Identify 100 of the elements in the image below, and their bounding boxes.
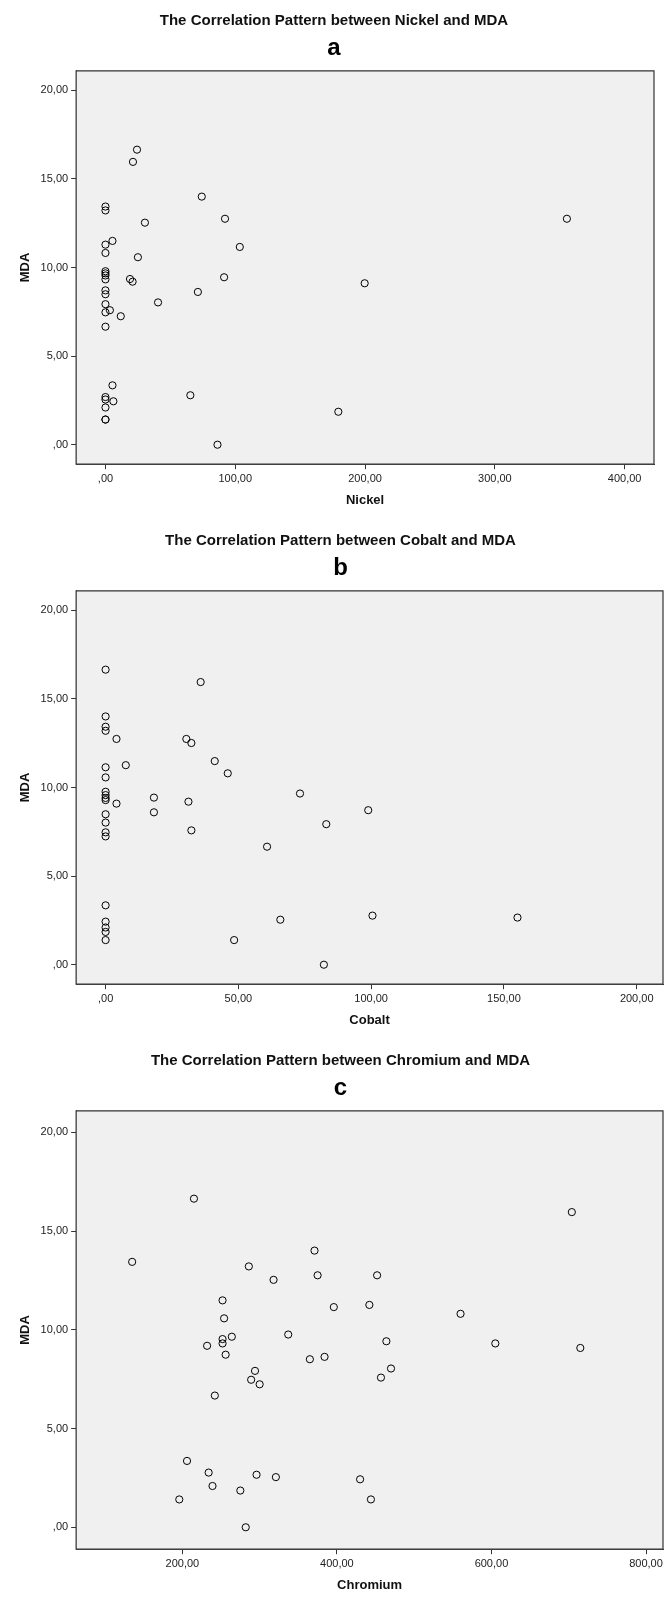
- point: [101, 722, 110, 731]
- point: [562, 214, 571, 223]
- point: [250, 1366, 260, 1375]
- point: [213, 440, 222, 449]
- y-tick-label: 15,00: [40, 1224, 69, 1237]
- point: [567, 1208, 576, 1217]
- x-tick-label: 150,00: [487, 991, 521, 1004]
- point: [241, 1523, 250, 1532]
- y-tick-label: ,00: [52, 437, 69, 450]
- point: [365, 1300, 374, 1310]
- point: [149, 793, 159, 802]
- x-axis-title: Nickel: [345, 491, 385, 507]
- point: [382, 1337, 391, 1346]
- point: [101, 395, 110, 404]
- point: [235, 242, 244, 252]
- point: [184, 797, 193, 806]
- point: [262, 842, 272, 851]
- y-tick-label: 20,00: [40, 1125, 69, 1138]
- point: [153, 298, 163, 307]
- x-tick-label: 200,00: [619, 991, 654, 1004]
- point: [105, 306, 114, 315]
- point: [204, 1468, 213, 1477]
- point: [101, 832, 110, 841]
- point: [108, 381, 117, 390]
- point: [210, 1391, 219, 1400]
- point: [101, 810, 110, 819]
- point: [121, 761, 130, 770]
- point: [101, 935, 110, 945]
- x-tick-label: 300,00: [478, 471, 512, 484]
- point: [101, 787, 110, 796]
- point: [284, 1330, 293, 1339]
- point: [244, 1262, 253, 1271]
- point: [513, 913, 522, 922]
- point: [247, 1375, 256, 1384]
- point: [230, 935, 239, 945]
- y-tick-label: ,00: [52, 957, 69, 970]
- x-tick-label: 100,00: [354, 991, 388, 1004]
- point: [128, 157, 138, 166]
- point: [101, 927, 110, 937]
- point: [187, 738, 196, 748]
- y-tick-label: 15,00: [40, 691, 69, 704]
- point: [101, 300, 110, 309]
- point: [252, 1470, 261, 1479]
- point: [456, 1309, 465, 1318]
- point: [187, 826, 196, 835]
- point: [101, 308, 110, 317]
- point: [491, 1339, 500, 1348]
- y-tick-label: 20,00: [40, 603, 69, 616]
- point: [101, 275, 110, 284]
- x-tick-label: 200,00: [165, 1556, 200, 1569]
- point: [376, 1373, 386, 1382]
- y-tick-label: 5,00: [46, 869, 69, 882]
- point: [109, 397, 118, 406]
- x-tick-label: 50,00: [224, 991, 253, 1004]
- point: [271, 1473, 280, 1482]
- x-tick-label: 100,00: [218, 471, 253, 484]
- y-tick-label: 10,00: [40, 1322, 69, 1335]
- x-tick-label: 200,00: [348, 471, 382, 484]
- point: [182, 734, 191, 744]
- point: [101, 828, 110, 837]
- point: [305, 1355, 314, 1364]
- point: [313, 1271, 322, 1280]
- point: [269, 1275, 278, 1284]
- chart-subtitle: a: [327, 33, 342, 61]
- point: [220, 214, 230, 223]
- point: [193, 287, 202, 297]
- point: [149, 808, 159, 817]
- y-tick-label: 5,00: [46, 1421, 69, 1434]
- point: [320, 1352, 329, 1361]
- point: [101, 818, 110, 827]
- x-tick-label: 400,00: [320, 1556, 354, 1569]
- point: [218, 1339, 227, 1348]
- point: [101, 901, 110, 910]
- point: [101, 202, 110, 211]
- y-axis-title: MDA: [17, 772, 33, 803]
- point: [373, 1271, 382, 1280]
- x-tick-label: 600,00: [474, 1556, 509, 1569]
- point: [218, 1334, 227, 1344]
- point: [223, 769, 232, 778]
- point: [101, 206, 110, 215]
- point: [101, 917, 110, 926]
- point: [101, 763, 110, 772]
- point: [101, 923, 110, 932]
- point: [101, 791, 110, 800]
- point: [101, 286, 110, 295]
- y-axis-title: MDA: [17, 1314, 33, 1345]
- point: [368, 911, 377, 920]
- x-tick-label: ,00: [97, 471, 114, 484]
- point: [189, 1194, 199, 1203]
- point: [386, 1364, 396, 1373]
- point: [255, 1380, 264, 1389]
- point: [334, 407, 343, 416]
- point: [310, 1246, 319, 1255]
- x-axis-title: Cobalt: [349, 1011, 391, 1027]
- point: [208, 1481, 217, 1491]
- chart-title: The Correlation Pattern between Chromium and MDA: [150, 1051, 531, 1069]
- y-tick-label: 5,00: [46, 349, 69, 362]
- point: [101, 726, 110, 735]
- point: [101, 322, 110, 331]
- y-axis-title: MDA: [17, 252, 33, 283]
